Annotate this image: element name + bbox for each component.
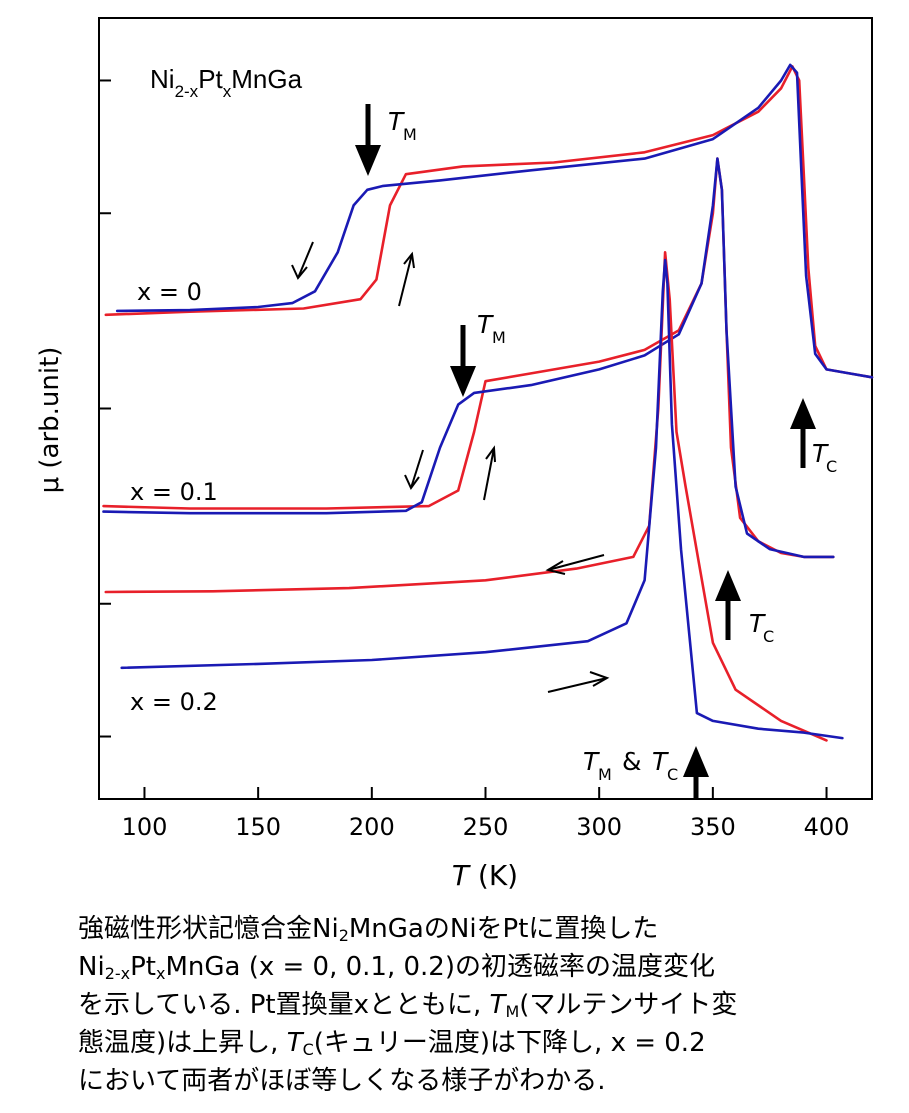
direction-arrows bbox=[291, 241, 610, 693]
y-axis-label: μ (arb.unit) bbox=[35, 347, 65, 494]
caption-line-3: を示している. Pt置換量xとともに, TM(マルテンサイト変 bbox=[78, 990, 738, 1021]
group-label-x01: x = 0.1 bbox=[130, 478, 218, 506]
tm-marker-x01: T M bbox=[450, 310, 506, 397]
x-tick-label: 400 bbox=[804, 813, 850, 841]
cooling-arrow-x01 bbox=[404, 449, 424, 490]
series-line-4 bbox=[104, 251, 828, 742]
x-tick-label: 200 bbox=[349, 813, 395, 841]
group-label-x0: x = 0 bbox=[137, 278, 202, 306]
series-line-1 bbox=[115, 63, 874, 379]
series-line-0 bbox=[104, 65, 874, 379]
plot-frame bbox=[98, 17, 873, 800]
caption-line-4: 態温度)は上昇し, TC(キュリー温度)は下降し, x = 0.2 bbox=[78, 1028, 706, 1059]
svg-text:C: C bbox=[667, 765, 678, 784]
svg-text:M: M bbox=[492, 328, 506, 347]
svg-text:T: T bbox=[477, 310, 494, 339]
svg-text:C: C bbox=[763, 627, 774, 646]
caption-line-5: において両者がほぼ等しくなる様子がわかる. bbox=[78, 1066, 606, 1096]
tc-marker-x01: T C bbox=[715, 570, 774, 646]
x-tick-label: 350 bbox=[690, 813, 736, 841]
tc-marker-x0: T C bbox=[790, 398, 837, 476]
svg-text:T: T bbox=[812, 439, 829, 468]
x-axis-label: T (K) bbox=[452, 859, 518, 892]
svg-text:T: T bbox=[749, 609, 766, 638]
series-line-5 bbox=[120, 258, 844, 740]
svg-text:C: C bbox=[826, 457, 837, 476]
svg-text:M: M bbox=[403, 125, 417, 144]
group-label-x02: x = 0.2 bbox=[130, 688, 218, 716]
caption-line-1: 強磁性形状記憶合金Ni2MnGaのNiをPtに置換した bbox=[78, 914, 659, 945]
x-tick-label: 250 bbox=[463, 813, 509, 841]
chart-figure: 100 150 200 250 300 350 400 T (K) μ (arb.unit) N… bbox=[35, 17, 874, 892]
x-tick-label: 100 bbox=[122, 813, 168, 841]
cooling-arrow-x02 bbox=[545, 554, 605, 575]
cooling-arrow-x0 bbox=[291, 241, 314, 280]
caption-line-2: Ni2-xPtxMnGa (x = 0, 0.1, 0.2)の初透磁率の温度変化 bbox=[78, 952, 715, 983]
svg-text:T: T bbox=[652, 747, 669, 776]
x-tick-label: 150 bbox=[235, 813, 281, 841]
svg-text:&: & bbox=[622, 747, 642, 776]
tm-marker-x0: T M bbox=[355, 104, 417, 176]
tm-tc-marker-x02: T M & T C bbox=[583, 746, 709, 799]
x-tick-label: 300 bbox=[576, 813, 622, 841]
svg-text:T: T bbox=[583, 747, 600, 776]
heating-arrow-x02 bbox=[547, 671, 610, 693]
series-layer bbox=[102, 63, 874, 742]
chart-title: Ni2-xPtxMnGa bbox=[150, 64, 303, 101]
figure-caption: 強磁性形状記憶合金Ni2MnGaのNiをPtに置換した Ni2-xPtxMnGa… bbox=[78, 910, 858, 1100]
heating-arrow-x01 bbox=[483, 445, 496, 501]
svg-text:T: T bbox=[388, 107, 405, 136]
axes-layer: 100 150 200 250 300 350 400 T (K) μ (arb.unit) bbox=[35, 79, 850, 892]
heating-arrow-x0 bbox=[398, 251, 415, 307]
svg-text:M: M bbox=[598, 765, 612, 784]
